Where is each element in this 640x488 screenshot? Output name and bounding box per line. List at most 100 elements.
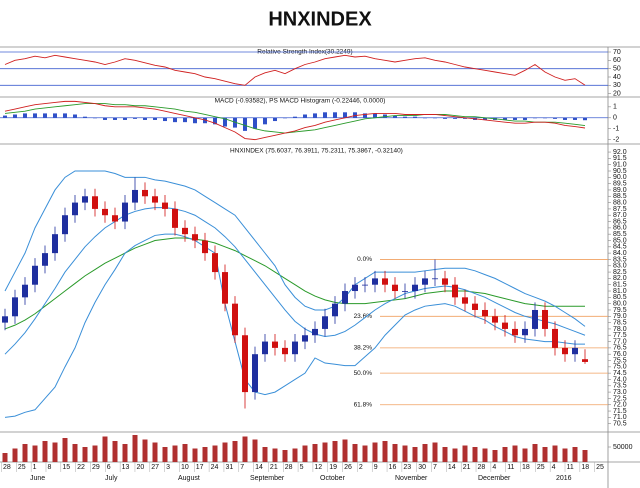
candle-body bbox=[182, 227, 188, 235]
histogram-bar bbox=[573, 117, 577, 120]
bollinger-lower bbox=[4, 233, 585, 418]
candle-body bbox=[212, 253, 218, 273]
fib-label: 0.0% bbox=[357, 256, 372, 263]
y-tick-label: 73.5 bbox=[613, 383, 627, 390]
x-tick-label: 4 bbox=[492, 464, 496, 471]
histogram-bar bbox=[183, 117, 187, 123]
volume-bar bbox=[442, 447, 448, 462]
x-tick-label: 14 bbox=[255, 464, 263, 471]
volume-bar bbox=[422, 444, 428, 462]
volume-bar bbox=[282, 450, 288, 462]
x-tick-label: 9 bbox=[374, 464, 378, 471]
volume-bar bbox=[492, 450, 498, 462]
x-tick-label: 31 bbox=[225, 464, 233, 471]
y-tick-label: 77.5 bbox=[613, 332, 627, 339]
y-tick-label: 85.0 bbox=[613, 237, 627, 244]
volume-bar bbox=[272, 448, 278, 462]
histogram-bar bbox=[43, 113, 47, 118]
histogram-bar bbox=[583, 117, 587, 121]
moving-average bbox=[4, 237, 585, 330]
volume-bar bbox=[332, 441, 338, 462]
month-label: November bbox=[395, 475, 428, 482]
y-tick-label: 80.0 bbox=[613, 301, 627, 308]
candle-body bbox=[412, 284, 418, 292]
fib-label: 23.6% bbox=[354, 313, 373, 320]
x-tick-label: 24 bbox=[211, 464, 219, 471]
x-tick-label: 1 bbox=[33, 464, 37, 471]
volume-bar bbox=[262, 447, 268, 462]
candle-body bbox=[402, 291, 408, 292]
volume-bar bbox=[502, 447, 508, 462]
x-tick-label: 13 bbox=[122, 464, 130, 471]
candle-body bbox=[132, 189, 138, 203]
y-tick-label: 1 bbox=[613, 104, 617, 111]
y-tick-label: 83.0 bbox=[613, 263, 627, 270]
candle-body bbox=[272, 341, 278, 348]
candle-body bbox=[422, 278, 428, 285]
y-tick-label: 89.5 bbox=[613, 180, 627, 187]
candle-body bbox=[32, 265, 38, 285]
histogram-bar bbox=[333, 112, 337, 118]
y-tick-label: 70.5 bbox=[613, 421, 627, 428]
x-tick-label: 28 bbox=[3, 464, 11, 471]
candle-body bbox=[582, 359, 588, 362]
candle-body bbox=[522, 328, 528, 336]
y-tick-label: 87.0 bbox=[613, 212, 627, 219]
x-tick-label: 25 bbox=[537, 464, 545, 471]
candle-body bbox=[72, 202, 78, 216]
x-tick-label: 10 bbox=[181, 464, 189, 471]
histogram-bar bbox=[53, 113, 57, 118]
volume-bar bbox=[202, 447, 208, 462]
volume-bar bbox=[212, 445, 218, 462]
signal-line bbox=[4, 103, 586, 134]
y-tick-label: 76.5 bbox=[613, 345, 627, 352]
histogram-bar bbox=[433, 117, 437, 119]
histogram-bar bbox=[83, 116, 87, 118]
histogram-bar bbox=[423, 117, 427, 119]
volume-bar bbox=[162, 447, 168, 462]
candle-body bbox=[152, 196, 158, 203]
bollinger-middle bbox=[4, 207, 586, 355]
volume-bar bbox=[222, 442, 228, 462]
y-tick-label: 88.0 bbox=[613, 199, 627, 206]
x-tick-label: 11 bbox=[507, 464, 514, 471]
volume-bar bbox=[552, 445, 558, 462]
candle-body bbox=[472, 303, 478, 310]
volume-bar bbox=[132, 435, 138, 462]
histogram-bar bbox=[463, 117, 467, 119]
y-tick-label: 50000 bbox=[613, 444, 633, 451]
x-tick-label: 22 bbox=[77, 464, 85, 471]
volume-bar bbox=[532, 444, 538, 462]
histogram-bar bbox=[343, 112, 347, 118]
histogram-bar bbox=[13, 114, 17, 118]
candle-body bbox=[382, 278, 388, 285]
y-tick-label: 92.0 bbox=[613, 149, 627, 156]
y-tick-label: 50 bbox=[613, 66, 621, 73]
month-label: July bbox=[105, 475, 118, 482]
volume-bar bbox=[82, 447, 88, 462]
x-tick-label: 14 bbox=[448, 464, 456, 471]
histogram-bar bbox=[323, 112, 327, 118]
histogram-bar bbox=[73, 114, 77, 118]
x-tick-label: 12 bbox=[314, 464, 322, 471]
chart-title: HNXINDEX bbox=[268, 8, 372, 30]
candle-body bbox=[82, 196, 88, 203]
y-tick-label: 79.5 bbox=[613, 307, 627, 314]
histogram-bar bbox=[293, 116, 297, 118]
y-tick-label: 30 bbox=[613, 82, 621, 89]
histogram-bar bbox=[363, 113, 367, 118]
candle-body bbox=[492, 316, 498, 323]
y-tick-label: 60 bbox=[613, 57, 621, 64]
price-title: HNXINDEX (75.6037, 76.3911, 75.2311, 75.… bbox=[230, 148, 403, 155]
candle-body bbox=[462, 297, 468, 304]
candle-body bbox=[512, 328, 518, 336]
candle-body bbox=[42, 253, 48, 266]
month-label: 2016 bbox=[556, 475, 572, 482]
month-label: December bbox=[478, 475, 511, 482]
histogram-bar bbox=[253, 117, 257, 129]
volume-bar bbox=[152, 442, 158, 462]
y-tick-label: 82.5 bbox=[613, 269, 627, 276]
volume-bar bbox=[522, 448, 528, 462]
